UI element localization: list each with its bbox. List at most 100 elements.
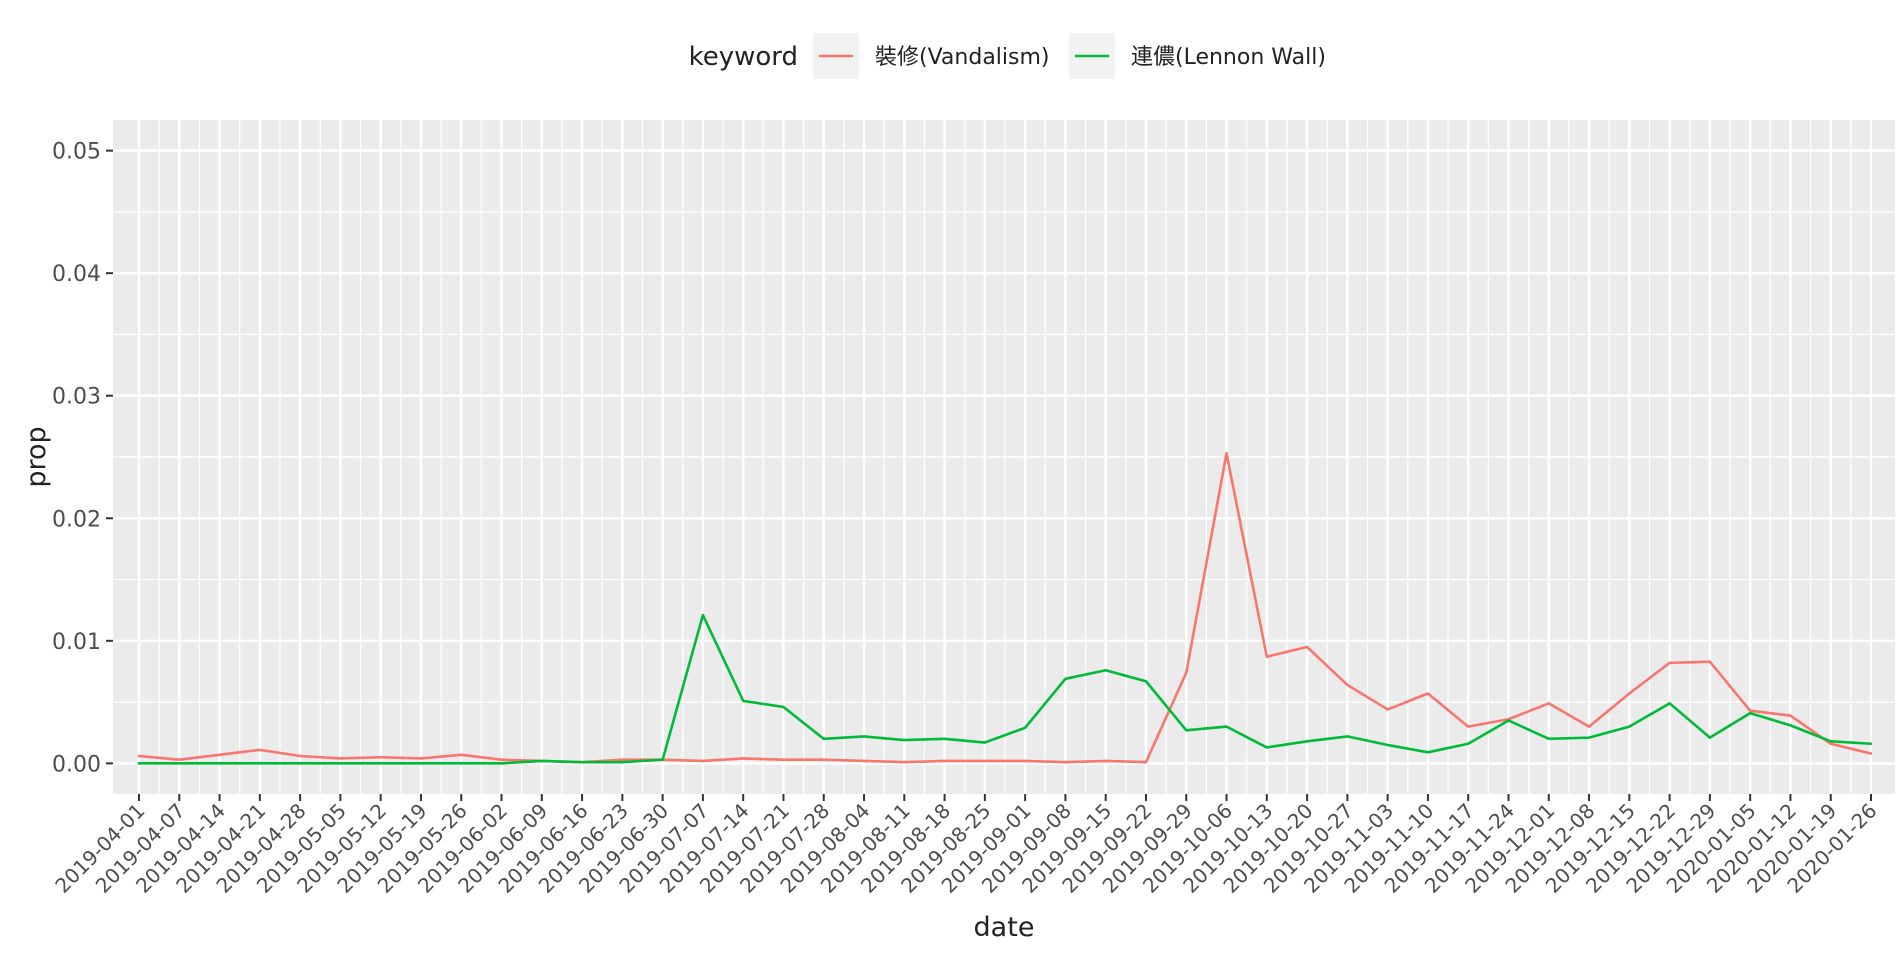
data-point bbox=[1386, 707, 1390, 711]
data-point bbox=[1708, 736, 1712, 740]
data-point bbox=[741, 756, 745, 760]
minor-gridlines bbox=[113, 120, 1895, 794]
data-point bbox=[1788, 714, 1792, 718]
data-point bbox=[781, 705, 785, 709]
data-point bbox=[137, 754, 141, 758]
data-point bbox=[1547, 737, 1551, 741]
data-point bbox=[137, 761, 141, 765]
data-point bbox=[1869, 742, 1873, 746]
data-point bbox=[1748, 711, 1752, 715]
data-point bbox=[1466, 742, 1470, 746]
data-point bbox=[1104, 759, 1108, 763]
y-tick-label: 0.05 bbox=[52, 140, 101, 165]
data-point bbox=[862, 759, 866, 763]
data-point bbox=[701, 759, 705, 763]
data-point bbox=[1426, 750, 1430, 754]
y-tick-label: 0.01 bbox=[52, 630, 101, 655]
data-point bbox=[379, 761, 383, 765]
data-point bbox=[1668, 661, 1672, 665]
data-point bbox=[1386, 743, 1390, 747]
data-point bbox=[902, 738, 906, 742]
data-point bbox=[1506, 718, 1510, 722]
data-point bbox=[943, 737, 947, 741]
data-point bbox=[902, 760, 906, 764]
data-point bbox=[338, 761, 342, 765]
y-axis: 0.00 0.01 0.02 0.03 0.04 0.05 bbox=[52, 140, 113, 777]
data-point bbox=[1627, 692, 1631, 696]
data-point bbox=[298, 754, 302, 758]
data-point bbox=[1587, 736, 1591, 740]
legend-title: keyword bbox=[689, 42, 798, 72]
data-point bbox=[1345, 683, 1349, 687]
data-point bbox=[1144, 760, 1148, 764]
x-axis: 2019-04-012019-04-072019-04-142019-04-21… bbox=[50, 794, 1882, 898]
data-point bbox=[540, 759, 544, 763]
data-point bbox=[1184, 671, 1188, 675]
data-point bbox=[258, 761, 262, 765]
legend-items: 裝修(Vandalism) 連儂(Lennon Wall) bbox=[813, 33, 1326, 79]
data-point bbox=[661, 758, 665, 762]
series-line-1 bbox=[137, 452, 1873, 764]
data-point bbox=[218, 761, 222, 765]
data-point bbox=[1668, 701, 1672, 705]
data-point bbox=[1104, 668, 1108, 672]
series-line-2 bbox=[137, 613, 1873, 765]
data-point bbox=[1426, 692, 1430, 696]
data-point bbox=[1144, 679, 1148, 683]
data-point bbox=[1063, 677, 1067, 681]
data-point bbox=[177, 758, 181, 762]
y-tick-label: 0.00 bbox=[52, 752, 101, 777]
data-point bbox=[1265, 745, 1269, 749]
data-point bbox=[741, 699, 745, 703]
data-point bbox=[983, 741, 987, 745]
data-point bbox=[1225, 451, 1229, 455]
data-point bbox=[500, 761, 504, 765]
data-point bbox=[298, 761, 302, 765]
data-point bbox=[500, 758, 504, 762]
data-point bbox=[218, 753, 222, 757]
data-point bbox=[1023, 759, 1027, 763]
data-point bbox=[1265, 655, 1269, 659]
data-point bbox=[1305, 645, 1309, 649]
legend: keyword 裝修(Vandalism) 連儂(Lennon Wall) bbox=[689, 33, 1326, 79]
data-point bbox=[1184, 728, 1188, 732]
data-point bbox=[1869, 752, 1873, 756]
data-point bbox=[459, 761, 463, 765]
data-point bbox=[1708, 660, 1712, 664]
data-point bbox=[419, 756, 423, 760]
data-point bbox=[1305, 739, 1309, 743]
y-tick-label: 0.03 bbox=[52, 385, 101, 410]
data-point bbox=[983, 759, 987, 763]
data-point bbox=[258, 748, 262, 752]
data-point bbox=[1587, 725, 1591, 729]
data-point bbox=[1788, 723, 1792, 727]
data-point bbox=[620, 760, 624, 764]
x-axis-title: date bbox=[974, 912, 1035, 943]
legend-label-2: 連儂(Lennon Wall) bbox=[1131, 45, 1326, 70]
data-point bbox=[701, 613, 705, 617]
data-point bbox=[1829, 739, 1833, 743]
data-point bbox=[1225, 725, 1229, 729]
data-point bbox=[822, 758, 826, 762]
series-layer bbox=[137, 451, 1873, 765]
data-point bbox=[1627, 725, 1631, 729]
data-point bbox=[1466, 725, 1470, 729]
data-point bbox=[459, 753, 463, 757]
data-point bbox=[419, 761, 423, 765]
data-point bbox=[943, 759, 947, 763]
data-point bbox=[1023, 726, 1027, 730]
data-point bbox=[862, 734, 866, 738]
data-point bbox=[822, 737, 826, 741]
data-point bbox=[379, 755, 383, 759]
data-point bbox=[1345, 734, 1349, 738]
data-point bbox=[1063, 760, 1067, 764]
data-point bbox=[177, 761, 181, 765]
data-point bbox=[338, 756, 342, 760]
data-point bbox=[781, 758, 785, 762]
y-tick-label: 0.04 bbox=[52, 262, 101, 287]
y-tick-label: 0.02 bbox=[52, 507, 101, 532]
data-point bbox=[580, 760, 584, 764]
y-axis-title: prop bbox=[21, 426, 52, 487]
